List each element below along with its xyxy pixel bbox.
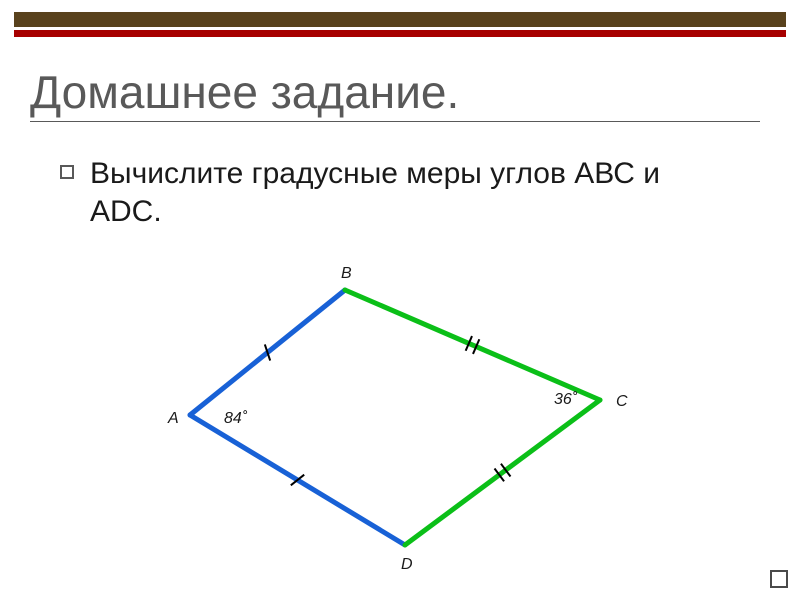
bullet-row: Вычислите градусные меры углов АВС и АDС… [60,155,740,230]
slide: Домашнее задание. Вычислите градусные ме… [0,0,800,600]
geometry-diagram: A B C D 84˚ 36˚ [130,245,670,575]
title-block: Домашнее задание. [30,65,760,122]
body-block: Вычислите градусные меры углов АВС и АDС… [60,155,740,230]
diagram-svg: A B C D 84˚ 36˚ [130,245,670,575]
svg-text:B: B [341,265,352,282]
svg-text:36˚: 36˚ [554,391,578,408]
slide-title: Домашнее задание. [30,65,760,125]
svg-text:A: A [167,410,179,427]
title-underline [30,121,760,122]
footer-square-icon [770,570,788,588]
svg-text:84˚: 84˚ [224,410,248,427]
header-bar-red [14,30,786,37]
header-bars [14,12,786,40]
svg-text:C: C [616,393,628,410]
bullet-square-icon [60,165,74,179]
header-bar-dark [14,12,786,27]
body-text: Вычислите градусные меры углов АВС и АDС… [90,155,740,230]
svg-text:D: D [401,556,413,573]
